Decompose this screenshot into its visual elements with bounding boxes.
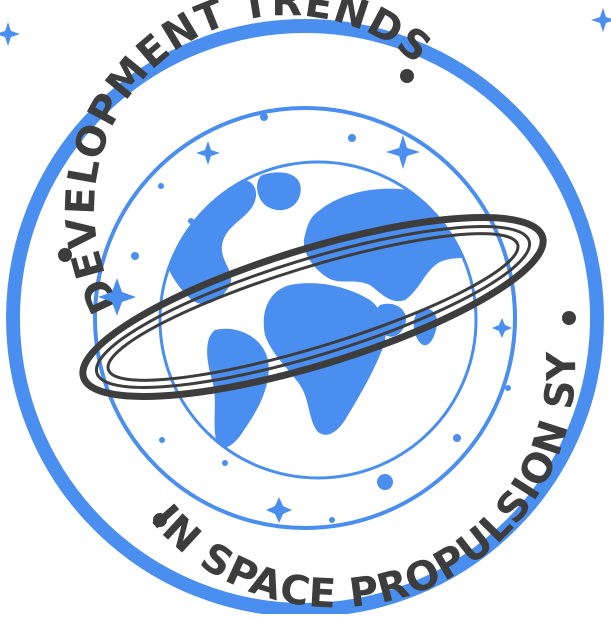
star-icon	[0, 22, 20, 46]
planet-ring-icon	[79, 214, 547, 400]
star-icon	[386, 135, 420, 169]
globe-icon	[158, 160, 478, 480]
star-icon	[266, 497, 292, 523]
star-icon	[492, 318, 512, 338]
outer-ring	[6, 19, 604, 617]
inner-ring	[93, 106, 517, 530]
dot-separator-icon	[58, 248, 72, 262]
star-icon	[98, 278, 136, 316]
dot-separator-icon	[153, 513, 167, 527]
dot-separator-icon	[400, 69, 414, 83]
star-icon	[591, 8, 611, 32]
star-icon	[196, 141, 220, 165]
dot-separator-icon	[562, 311, 576, 325]
